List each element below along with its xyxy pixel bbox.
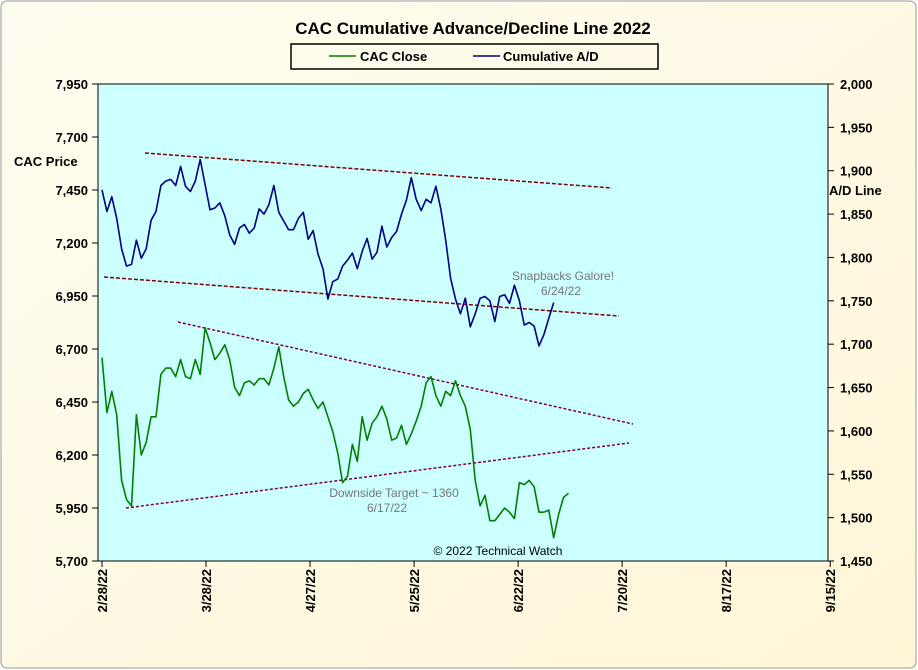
y-right-tick-label: 1,950 [840, 120, 873, 135]
y-right-tick-label: 1,550 [840, 467, 873, 482]
y-right-tick-label: 1,700 [840, 337, 873, 352]
y-right-tick-label: 1,850 [840, 207, 873, 222]
y-right-tick-label: 1,800 [840, 250, 873, 265]
legend-label-cac: CAC Close [360, 49, 427, 64]
y-right-tick-label: 1,900 [840, 164, 873, 179]
trend-line-ad-lower [103, 276, 620, 317]
annotation-downside-target: Downside Target ~ 1360 [329, 486, 459, 500]
x-tick-label: 9/15/22 [823, 569, 838, 612]
trend-line-cac-lower [125, 442, 630, 509]
y-left-tick-label: 5,950 [55, 501, 88, 516]
y-axis-left-label: CAC Price [14, 154, 78, 169]
annotation-snapbacks: Snapbacks Galore! [512, 269, 614, 283]
y-right-tick-label: 2,000 [840, 77, 873, 92]
y-left-tick-label: 6,450 [55, 395, 88, 410]
y-left-tick-label: 6,950 [55, 289, 88, 304]
annotation-downside-date: 6/17/22 [367, 501, 407, 515]
x-tick-label: 8/17/22 [719, 569, 734, 612]
y-left-tick-label: 7,700 [55, 130, 88, 145]
annotation-snapbacks-date: 6/24/22 [541, 284, 581, 298]
copyright: © 2022 Technical Watch [434, 544, 563, 558]
y-right-tick-label: 1,450 [840, 554, 873, 569]
x-tick-label: 7/20/22 [615, 569, 630, 612]
y-axis-left: 5,700 5,950 6,200 6,450 6,700 6,950 7,200 7,450… [55, 77, 98, 569]
trend-line-ad-upper [144, 152, 613, 189]
x-tick-label: 6/22/22 [511, 569, 526, 612]
x-tick-label: 5/25/22 [407, 569, 422, 612]
y-right-tick-label: 1,600 [840, 424, 873, 439]
y-left-tick-label: 7,450 [55, 183, 88, 198]
y-right-tick-label: 1,500 [840, 511, 873, 526]
y-axis-right-label: A/D Line [829, 183, 882, 198]
series-line-cac-close [101, 326, 570, 539]
legend: CAC Close Cumulative A/D [290, 43, 659, 70]
legend-label-ad: Cumulative A/D [503, 49, 599, 64]
y-left-tick-label: 7,200 [55, 236, 88, 251]
y-left-tick-label: 7,950 [55, 77, 88, 92]
y-left-tick-label: 5,700 [55, 554, 88, 569]
x-tick-label: 4/27/22 [303, 569, 318, 612]
y-axis-right: 1,450 1,500 1,550 1,600 1,650 1,700 1,750 1,800… [828, 77, 873, 569]
chart-title: CAC Cumulative Advance/Decline Line 2022 [295, 19, 651, 38]
y-left-tick-label: 6,200 [55, 448, 88, 463]
x-tick-label: 2/28/22 [95, 569, 110, 612]
x-axis: 2/28/22 3/28/22 4/27/22 5/25/22 6/22/22 7/20/… [95, 561, 838, 612]
trend-lines [103, 152, 634, 509]
legend-box [290, 43, 659, 70]
y-right-tick-label: 1,750 [840, 294, 873, 309]
series-line-cumulative-ad [101, 158, 555, 347]
y-right-tick-label: 1,650 [840, 381, 873, 396]
trend-line-cac-upper [177, 321, 634, 425]
y-left-tick-label: 6,700 [55, 342, 88, 357]
x-tick-label: 3/28/22 [199, 569, 214, 612]
plot-area [97, 83, 829, 562]
